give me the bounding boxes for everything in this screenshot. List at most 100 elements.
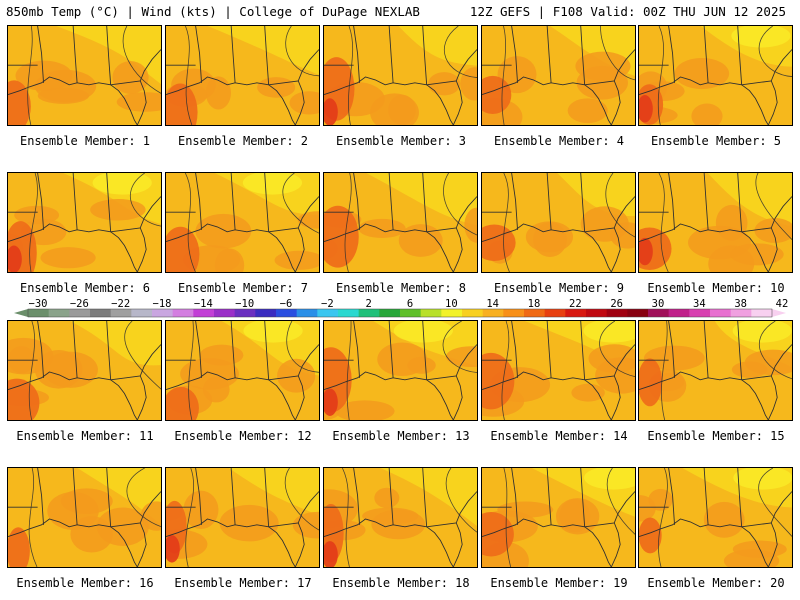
colorbar-swatch — [648, 309, 670, 317]
ensemble-member-label: Ensemble Member: 8 — [335, 281, 467, 295]
ensemble-panel-1 — [7, 25, 162, 126]
temperature-field-map — [639, 173, 792, 272]
ensemble-member-label: Ensemble Member: 3 — [335, 134, 467, 148]
ensemble-member-label: Ensemble Member: 7 — [177, 281, 309, 295]
temperature-field-map — [324, 321, 477, 420]
colorbar-tick-label: 34 — [693, 298, 706, 310]
temperature-contours — [501, 26, 635, 125]
ensemble-member-label: Ensemble Member: 17 — [174, 576, 312, 590]
temperature-field-map — [166, 321, 319, 420]
colorbar-tick-label: 38 — [734, 298, 747, 310]
ensemble-panel-20 — [638, 467, 793, 568]
temperature-contours — [348, 26, 477, 125]
ensemble-panel-10 — [638, 172, 793, 273]
temperature-contours — [344, 173, 477, 272]
colorbar-tick-label: 2 — [366, 298, 372, 310]
temperature-field-map — [8, 26, 161, 125]
colorbar-tick-label: −26 — [70, 298, 89, 310]
colorbar-tick-label: −30 — [29, 298, 48, 310]
temperature-field-map — [8, 173, 161, 272]
colorbar-swatch — [69, 309, 91, 317]
ensemble-panel-5 — [638, 25, 793, 126]
ensemble-panel-19 — [481, 467, 636, 568]
ensemble-panel-7 — [165, 172, 320, 273]
temperature-contours — [342, 468, 477, 567]
colorbar-tick-label: −18 — [153, 298, 172, 310]
colorbar-swatch — [28, 309, 50, 317]
colorbar-tick-label: −6 — [280, 298, 293, 310]
coastline-outline — [8, 26, 161, 125]
ensemble-panel-8 — [323, 172, 478, 273]
coastline-outline — [166, 173, 319, 272]
coastline-outline — [639, 321, 792, 420]
temperature-field-map — [482, 321, 635, 420]
coastline-outline — [639, 468, 792, 567]
coastline-outline — [324, 321, 477, 420]
temperature-field-map — [639, 321, 792, 420]
coastline-outline — [482, 468, 635, 567]
header-run-info: 12Z GEFS | F108 Valid: 00Z THU JUN 12 20… — [469, 4, 786, 19]
temperature-contours — [661, 321, 792, 420]
temperature-contours — [658, 173, 792, 272]
temperature-contours — [503, 173, 635, 272]
colorbar-swatch — [710, 309, 732, 317]
colorbar-swatch — [276, 309, 298, 317]
ensemble-panel-15 — [638, 320, 793, 421]
temperature-contours — [503, 468, 635, 567]
ensemble-panel-18 — [323, 467, 478, 568]
ensemble-member-label: Ensemble Member: 4 — [493, 134, 625, 148]
colorbar-swatch — [751, 309, 773, 317]
colorbar-tick-label: −14 — [194, 298, 213, 310]
colorbar-tick-label: 14 — [486, 298, 499, 310]
ensemble-member-label: Ensemble Member: 10 — [647, 281, 785, 295]
coastline-outline — [166, 468, 319, 567]
colorbar-swatch — [110, 309, 132, 317]
temperature-contours — [27, 26, 161, 125]
coastline-outline — [639, 173, 792, 272]
colorbar-tick-label: 6 — [407, 298, 413, 310]
colorbar-tick-label: 42 — [776, 298, 788, 310]
ensemble-member-label: Ensemble Member: 18 — [332, 576, 470, 590]
ensemble-member-label: Ensemble Member: 14 — [490, 429, 628, 443]
colorbar-swatch — [606, 309, 628, 317]
temperature-contours — [28, 468, 161, 567]
ensemble-member-label: Ensemble Member: 11 — [16, 429, 154, 443]
colorbar-swatch — [214, 309, 236, 317]
coastline-outline — [8, 468, 161, 567]
ensemble-panel-13 — [323, 320, 478, 421]
colorbar-tick-label: 30 — [652, 298, 665, 310]
header-title: 850mb Temp (°C) | Wind (kts) | College o… — [6, 4, 420, 19]
ensemble-panel-2 — [165, 25, 320, 126]
ensemble-member-label: Ensemble Member: 1 — [19, 134, 151, 148]
temperature-contours — [188, 321, 319, 420]
coastline-outline — [324, 26, 477, 125]
temperature-field-map — [166, 26, 319, 125]
colorbar-swatch — [193, 309, 215, 317]
colorbar-tick-label: −22 — [111, 298, 130, 310]
coastline-outline — [324, 173, 477, 272]
coastline-outline — [8, 173, 161, 272]
colorbar-tick-label: 10 — [445, 298, 458, 310]
colorbar-tick-label: 22 — [569, 298, 582, 310]
ensemble-panel-11 — [7, 320, 162, 421]
ensemble-member-label: Ensemble Member: 15 — [647, 429, 785, 443]
ensemble-member-label: Ensemble Member: 9 — [493, 281, 625, 295]
colorbar-tick-label: 18 — [528, 298, 541, 310]
colorbar-swatch — [668, 309, 690, 317]
colorbar-swatch — [482, 309, 504, 317]
ensemble-member-label: Ensemble Member: 6 — [19, 281, 151, 295]
colorbar-swatch — [90, 309, 112, 317]
temperature-field-map — [8, 321, 161, 420]
colorbar-swatch — [296, 309, 318, 317]
colorbar-swatch — [524, 309, 546, 317]
temperature-field-map — [166, 173, 319, 272]
temperature-field-map — [482, 173, 635, 272]
coastline-outline — [482, 321, 635, 420]
temperature-field-map — [324, 468, 477, 567]
colorbar-swatch — [586, 309, 608, 317]
temperature-field-map — [482, 468, 635, 567]
ensemble-panel-17 — [165, 467, 320, 568]
temperature-field-map — [8, 468, 161, 567]
temperature-field-map — [324, 173, 477, 272]
colorbar-swatch — [503, 309, 525, 317]
